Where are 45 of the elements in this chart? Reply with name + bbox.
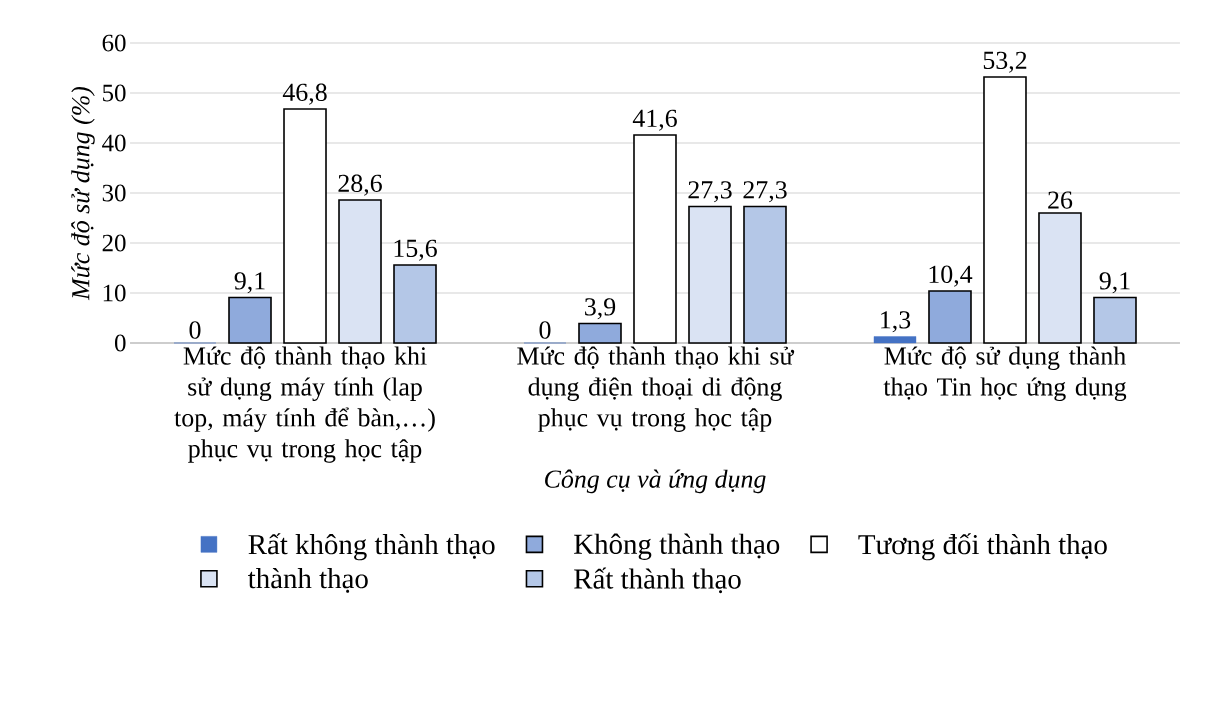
data-label: 28,6 — [338, 174, 382, 196]
bar — [688, 205, 732, 344]
legend-label: thành thạo — [248, 567, 368, 593]
data-label: 46,8 — [282, 83, 327, 105]
data-label: 3,9 — [585, 298, 616, 320]
data-label: 26 — [1048, 191, 1073, 209]
data-label: 0 — [539, 321, 551, 339]
legend-label: Rất không thành thạo — [248, 533, 495, 561]
y-tick-label: 10 — [103, 284, 126, 302]
bar — [633, 134, 677, 344]
bar — [983, 76, 1027, 344]
bar — [283, 108, 327, 344]
bar — [743, 205, 787, 344]
y-tick-label: 60 — [102, 34, 126, 52]
bar — [1093, 296, 1137, 344]
legend-label: Không thành thạo — [574, 533, 780, 560]
data-label: 53,2 — [983, 51, 1027, 73]
bar — [928, 290, 972, 344]
data-label: 27,3 — [688, 181, 732, 203]
bar — [228, 296, 272, 344]
x-tick-label: Mức độ thành thạo khi sử dụng máy tính (lap top, máy tính để bàn,…) phục vụ trong học tập — [174, 346, 435, 463]
y-tick-label: 20 — [102, 234, 126, 252]
data-label: 41,6 — [632, 109, 677, 131]
data-label: 0 — [189, 321, 201, 339]
legend-label: Tương đối thành thạo — [858, 533, 1107, 561]
data-label: 1,3 — [881, 311, 911, 333]
bar — [578, 322, 622, 344]
y-tick-label: 0 — [114, 334, 126, 352]
x-tick-label: Mức độ sử dụng thành thạo Tin học ứng dụng — [883, 346, 1127, 402]
bar — [873, 336, 917, 344]
y-axis-title: Mức độ sử dụng (%) — [71, 86, 95, 301]
data-label: 9,1 — [1099, 272, 1130, 294]
y-tick-label: 30 — [102, 184, 126, 202]
data-label: 15,6 — [394, 239, 437, 261]
bar — [393, 264, 437, 344]
y-tick-label: 50 — [103, 84, 126, 102]
x-axis-title: Công cụ và ứng dụng — [545, 469, 766, 494]
x-tick-label: Mức độ thành thạo khi sử dụng điện thoại di động phục vụ trong học tập — [517, 346, 795, 432]
y-tick-label: 40 — [102, 134, 126, 152]
data-label: 9,1 — [234, 272, 265, 294]
bar — [338, 199, 382, 344]
legend-label: Rất thành thạo — [574, 567, 741, 594]
data-label: 27,3 — [743, 181, 787, 203]
data-label: 10,4 — [929, 265, 973, 287]
bar — [1038, 212, 1082, 344]
